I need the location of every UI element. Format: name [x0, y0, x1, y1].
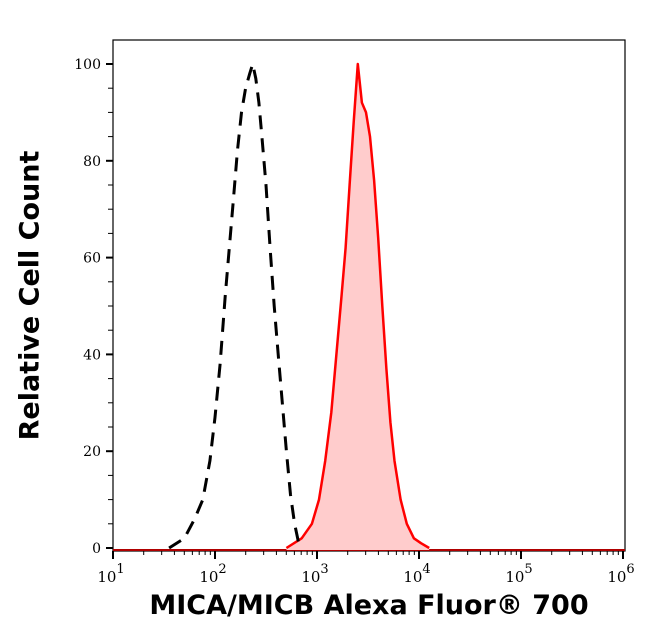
y-tick-label: 0	[92, 541, 101, 557]
y-tick-label: 60	[83, 251, 101, 267]
x-tick-label: 104	[403, 562, 430, 586]
series-fill	[286, 64, 430, 550]
x-tick-label: 106	[607, 562, 634, 586]
isotype-curve	[168, 62, 302, 550]
stained-curve	[285, 62, 430, 550]
y-tick-label: 40	[83, 347, 101, 363]
y-axis-label: Relative Cell Count	[14, 150, 46, 441]
series-layer	[113, 62, 625, 551]
x-tick-label: 103	[301, 562, 328, 586]
x-axis: 101 102 103 104 105 106	[97, 551, 635, 586]
y-tick-label: 20	[83, 444, 101, 460]
x-tick-label: 105	[505, 562, 532, 586]
y-tick-label: 80	[83, 154, 101, 170]
x-tick-label: 102	[199, 562, 226, 586]
x-tick-label: 101	[97, 562, 124, 586]
y-tick-label: 100	[74, 57, 101, 73]
y-axis: 0 20 40 60 80 100	[74, 57, 113, 557]
x-axis-label: MICA/MICB Alexa Fluor® 700	[149, 590, 589, 621]
